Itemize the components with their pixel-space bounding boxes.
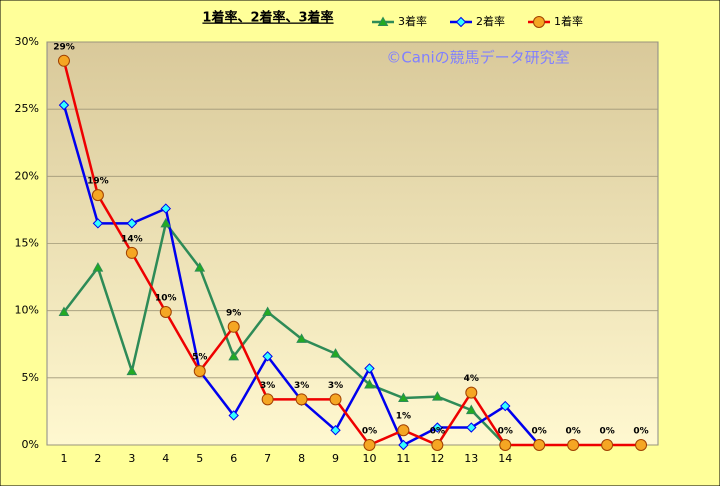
point xyxy=(125,246,138,259)
y-tick-label: 15% xyxy=(15,237,39,250)
x-tick-label: 6 xyxy=(230,452,237,465)
point xyxy=(57,54,70,67)
point xyxy=(432,422,443,433)
x-tick-label: 13 xyxy=(464,452,478,465)
point xyxy=(499,439,512,451)
data-label: 14% xyxy=(121,234,143,244)
point xyxy=(228,410,239,421)
point xyxy=(533,439,546,451)
point xyxy=(58,99,70,111)
data-label: 0% xyxy=(633,427,648,437)
point xyxy=(363,439,376,451)
x-tick-label: 5 xyxy=(196,452,203,465)
y-tick-label: 30% xyxy=(15,35,39,48)
point xyxy=(194,262,206,272)
legend-label: 2着率 xyxy=(476,14,505,28)
legend-marker xyxy=(455,16,467,28)
x-tick-label: 9 xyxy=(332,452,339,465)
data-label: 0% xyxy=(532,427,547,437)
x-tick-label: 1 xyxy=(60,452,67,465)
data-label: 0% xyxy=(599,427,614,437)
point xyxy=(397,424,410,437)
data-label: 19% xyxy=(87,177,109,187)
point xyxy=(330,348,341,358)
data-label: 0% xyxy=(498,427,513,437)
data-label: 5% xyxy=(192,353,207,363)
data-label: 3% xyxy=(328,381,343,391)
point xyxy=(295,393,308,406)
point xyxy=(296,333,307,343)
data-label: 9% xyxy=(226,308,241,318)
point xyxy=(160,203,172,214)
point xyxy=(364,363,375,374)
data-label: 4% xyxy=(464,374,479,384)
y-tick-label: 5% xyxy=(22,371,39,384)
x-tick-label: 11 xyxy=(396,452,410,465)
point xyxy=(330,425,341,436)
data-label: 29% xyxy=(53,42,75,52)
point xyxy=(126,365,138,376)
point xyxy=(398,392,409,402)
point xyxy=(432,391,443,401)
x-tick-label: 2 xyxy=(94,452,101,465)
point xyxy=(601,439,614,451)
x-tick-label: 14 xyxy=(498,452,512,465)
point xyxy=(160,217,172,228)
point xyxy=(227,320,240,333)
legend-marker xyxy=(533,16,545,28)
point xyxy=(261,393,274,406)
y-tick-label: 20% xyxy=(15,169,39,182)
legend-label: 1着率 xyxy=(554,14,583,28)
point xyxy=(58,306,70,317)
x-tick-label: 12 xyxy=(430,452,444,465)
data-label: 1% xyxy=(396,412,411,422)
watermark: ©Caniの競馬データ研究室 xyxy=(386,49,569,67)
point xyxy=(91,189,104,202)
point xyxy=(92,218,104,229)
x-tick-label: 4 xyxy=(162,452,169,465)
point xyxy=(635,439,648,451)
data-label: 0% xyxy=(430,427,445,437)
data-label: 0% xyxy=(362,427,377,437)
data-label: 0% xyxy=(565,427,580,437)
point xyxy=(228,350,240,361)
point xyxy=(92,262,104,272)
legend-label: 3着率 xyxy=(398,14,427,28)
point xyxy=(431,439,444,451)
point xyxy=(126,218,138,229)
point xyxy=(567,439,580,451)
point xyxy=(193,365,206,378)
point xyxy=(500,400,511,412)
point xyxy=(465,386,478,399)
data-label: 10% xyxy=(155,294,177,304)
x-tick-label: 3 xyxy=(128,452,135,465)
point xyxy=(329,393,342,406)
data-label: 3% xyxy=(260,381,275,391)
point xyxy=(465,404,477,415)
point xyxy=(262,351,273,362)
point xyxy=(262,306,273,317)
y-tick-label: 0% xyxy=(22,438,39,451)
point xyxy=(398,439,409,451)
x-tick-label: 10 xyxy=(362,452,376,465)
chart-title: 1着率、2着率、3着率 xyxy=(202,10,333,26)
point xyxy=(364,379,375,389)
data-label: 3% xyxy=(294,381,309,391)
x-tick-label: 8 xyxy=(298,452,305,465)
series-line xyxy=(62,220,507,446)
point xyxy=(466,422,477,433)
y-tick-label: 10% xyxy=(15,304,39,317)
x-tick-label: 7 xyxy=(264,452,271,465)
point xyxy=(159,306,172,319)
y-tick-label: 25% xyxy=(15,102,39,115)
legend-marker xyxy=(377,16,389,26)
